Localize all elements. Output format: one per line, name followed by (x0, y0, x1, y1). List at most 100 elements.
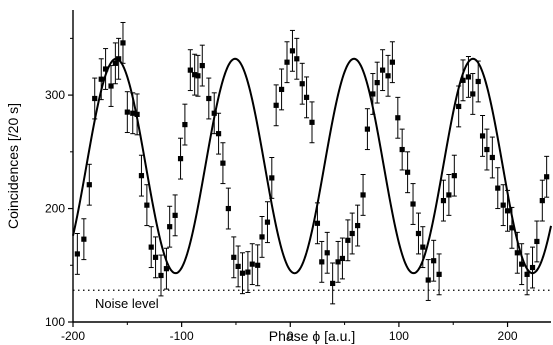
data-point (148, 244, 154, 250)
data-point (130, 110, 136, 116)
data-point (460, 77, 466, 83)
data-point (509, 225, 515, 231)
data-point (420, 244, 426, 250)
data-point (309, 119, 315, 125)
data-point (380, 67, 386, 73)
data-point (489, 154, 495, 161)
data-point (514, 250, 520, 256)
x-tick-label: -200 (61, 329, 85, 343)
data-point (264, 219, 271, 225)
data-point (259, 234, 265, 240)
data-point (355, 222, 361, 229)
data-point (225, 205, 231, 212)
data-point (330, 280, 336, 287)
x-axis-label: Phase ϕ [a.u.] (269, 328, 355, 344)
data-point (215, 131, 222, 137)
data-point (144, 202, 150, 208)
data-point (138, 173, 145, 179)
data-point (273, 102, 279, 108)
data-point (182, 121, 188, 128)
data-point (289, 48, 296, 54)
y-tick-label: 300 (45, 88, 65, 102)
data-point (479, 133, 486, 139)
data-point (524, 271, 530, 277)
data-points (74, 40, 550, 287)
data-point (539, 198, 545, 204)
data-point (199, 62, 205, 69)
data-point (440, 198, 447, 204)
data-point (192, 72, 198, 78)
data-point (470, 91, 476, 97)
x-tick-label: 100 (389, 329, 409, 343)
data-point (158, 272, 164, 279)
data-point (314, 220, 321, 226)
data-point (349, 230, 355, 237)
data-point (102, 66, 109, 72)
data-point (534, 238, 540, 245)
data-point (231, 254, 237, 260)
data-point (299, 81, 305, 87)
data-point (504, 208, 511, 214)
data-point (385, 73, 391, 79)
data-point (269, 175, 275, 181)
data-point (220, 160, 226, 166)
data-point (431, 258, 437, 264)
data-point (484, 146, 490, 153)
data-point (456, 103, 462, 110)
data-point (399, 146, 405, 153)
data-point (284, 59, 290, 65)
data-point (360, 192, 366, 198)
ticks: -200 -100 0 100 200 100 200 300 (45, 37, 518, 343)
data-point (239, 270, 246, 276)
data-point (370, 91, 376, 97)
data-point (345, 237, 351, 243)
data-point (410, 201, 416, 207)
data-point (74, 251, 80, 257)
data-point (278, 86, 285, 93)
data-point (235, 263, 241, 270)
data-point (364, 126, 371, 132)
data-point (425, 277, 431, 283)
data-point (249, 261, 255, 267)
data-point (519, 261, 525, 267)
axes (72, 10, 551, 323)
data-point (172, 212, 178, 218)
noise-level-label: Noise level (95, 296, 159, 311)
data-point (405, 169, 411, 175)
data-point (98, 76, 104, 82)
x-tick-label: 200 (498, 329, 518, 343)
data-point (124, 109, 130, 115)
data-point (81, 236, 87, 242)
data-point (120, 40, 126, 46)
y-tick-label: 100 (45, 315, 65, 329)
data-point (415, 230, 422, 237)
data-point (451, 173, 457, 179)
data-point (187, 67, 193, 73)
data-point (177, 156, 184, 162)
data-point (294, 56, 300, 62)
data-point (475, 78, 481, 85)
data-point (255, 262, 261, 268)
data-point (108, 83, 114, 89)
data-point (92, 95, 98, 102)
data-point (446, 192, 452, 198)
y-axis-label: Coincidences [/20 s] (5, 103, 21, 229)
data-point (395, 115, 401, 121)
data-point (529, 264, 536, 271)
data-point (500, 202, 506, 208)
data-point (374, 80, 380, 86)
data-point (324, 250, 330, 256)
data-point (163, 266, 170, 272)
data-point (112, 60, 118, 66)
data-point (86, 182, 92, 188)
fit-curve (72, 57, 552, 275)
data-point (245, 269, 251, 275)
data-point (152, 254, 159, 260)
x-tick-label: 0 (287, 329, 294, 343)
data-point (335, 259, 341, 265)
data-point (544, 174, 550, 180)
data-point (303, 94, 310, 100)
data-point (195, 73, 201, 79)
data-point (206, 95, 212, 102)
